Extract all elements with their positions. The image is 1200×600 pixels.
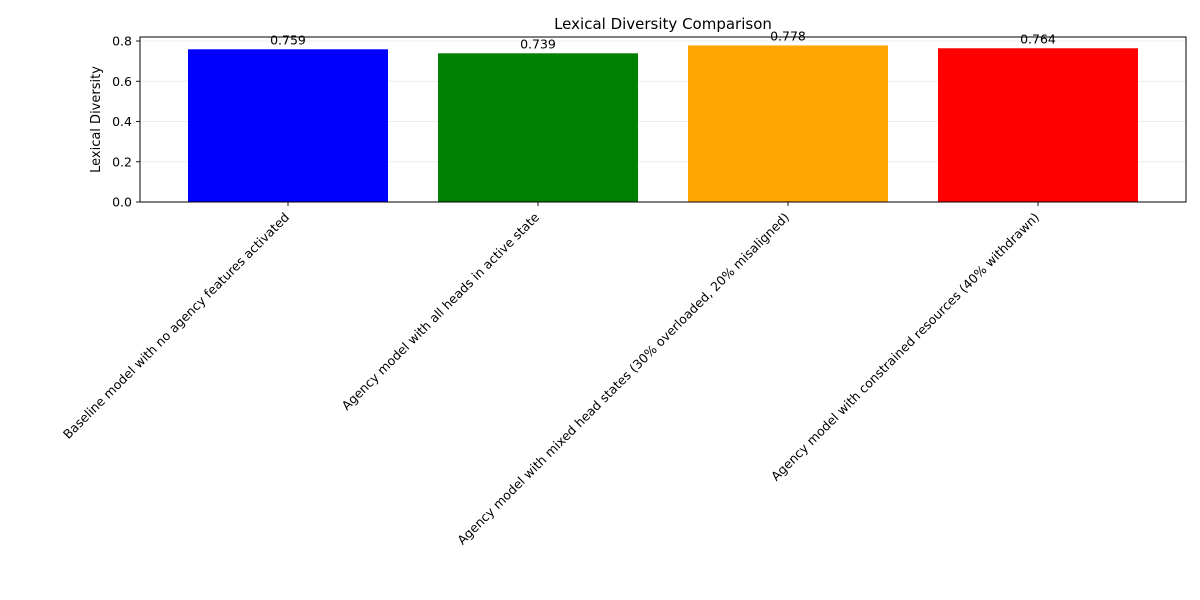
y-tick-label: 0.8 [112, 34, 132, 49]
x-tick-label: Baseline model with no agency features a… [60, 210, 292, 442]
x-tick-label: Agency model with mixed head states (30%… [454, 210, 792, 548]
bar-value-label: 0.739 [520, 36, 556, 51]
x-tick-label: Agency model with all heads in active st… [338, 209, 542, 413]
plot-frame [139, 36, 1187, 203]
bar-value-label: 0.759 [270, 32, 306, 47]
data-labels: 0.759 0.739 0.778 0.764 [270, 28, 1056, 51]
bar-value-label: 0.764 [1020, 31, 1056, 46]
bars [188, 45, 1138, 203]
y-tick-label: 0.2 [112, 154, 132, 169]
bar [938, 48, 1138, 202]
y-tick-label: 0.6 [112, 74, 132, 89]
x-tick-label: Agency model with constrained resources … [768, 210, 1042, 484]
bar-value-label: 0.778 [770, 28, 806, 43]
bar [688, 45, 888, 202]
y-tick-label: 0.4 [112, 114, 132, 129]
bar [438, 53, 638, 202]
chart-title: Lexical Diversity Comparison [554, 15, 772, 33]
y-tick-label: 0.0 [112, 195, 132, 210]
y-axis-label: Lexical Diversity [89, 66, 104, 173]
bar [188, 49, 388, 203]
